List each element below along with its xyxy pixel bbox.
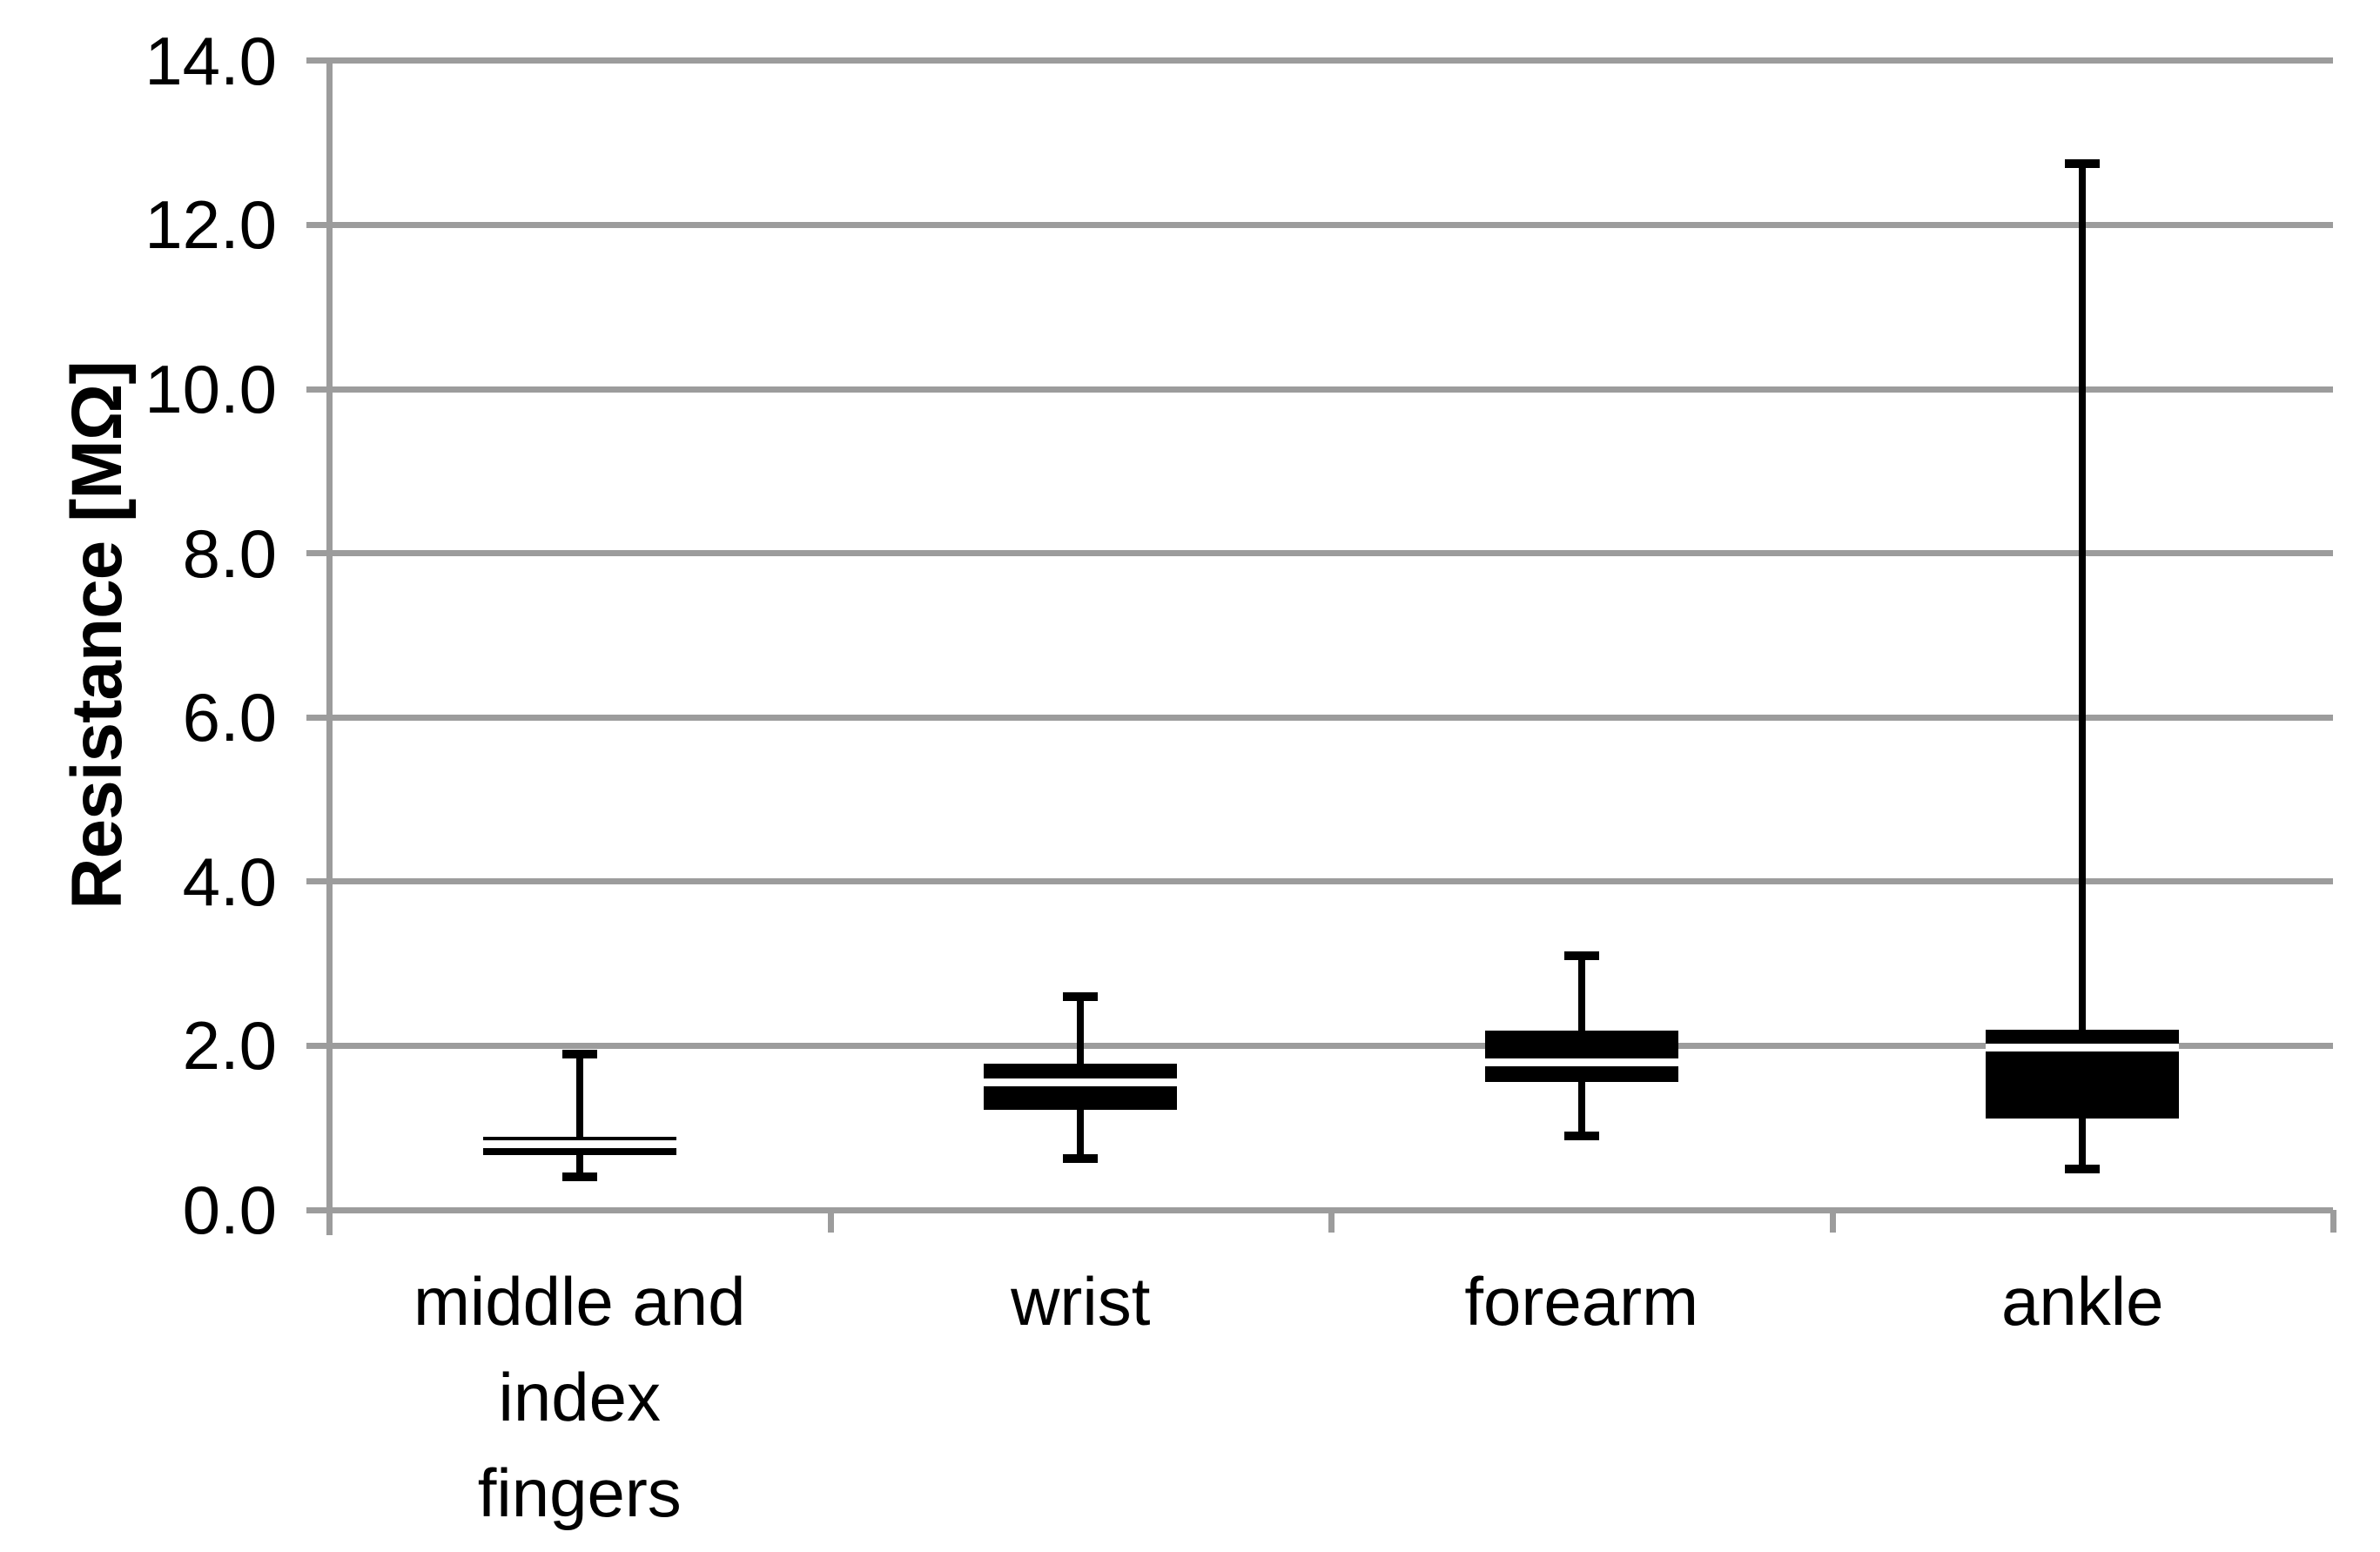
x-category-label-ankle: ankle [1832,1253,2334,1349]
whisker-cap-low-wrist [1063,1153,1099,1163]
whisker-cap-high-middle-and-index-fingers [561,1049,597,1058]
y-tick-mark-14.0 [306,57,329,64]
x-category-label-forearm: forearm [1331,1253,1832,1349]
x-tick-mark-2 [1328,1210,1335,1233]
y-tick-mark-4.0 [306,878,329,885]
y-tick-mark-2.0 [306,1042,329,1049]
median-line-forearm [1484,1058,1678,1066]
x-category-label-line: forearm [1464,1263,1699,1340]
whisker-cap-high-forearm [1563,951,1599,960]
y-tick-label-2.0: 2.0 [182,1007,277,1085]
x-category-label-wrist: wrist [830,1253,1332,1349]
y-tick-mark-12.0 [306,221,329,228]
gridline-y-2.0 [329,1042,2333,1049]
box-forearm [1484,1031,1678,1082]
gridline-y-14.0 [329,57,2333,64]
x-category-label-line: fingers [477,1455,682,1531]
median-line-middle-and-index-fingers [482,1140,676,1149]
gridline-y-10.0 [329,386,2333,393]
y-tick-label-10.0: 10.0 [145,351,277,427]
whisker-cap-high-wrist [1063,991,1099,1001]
x-category-label-line: index [498,1359,661,1435]
whisker-cap-low-middle-and-index-fingers [561,1172,597,1182]
x-tick-mark-3 [1829,1210,1836,1233]
y-tick-label-4.0: 4.0 [182,843,277,920]
y-tick-label-12.0: 12.0 [145,186,277,264]
whisker-line-middle-and-index-fingers [575,1053,583,1178]
whisker-line-ankle [2079,163,2087,1169]
y-tick-mark-0.0 [306,1206,329,1213]
x-category-label-line: wrist [1011,1263,1151,1340]
y-tick-mark-8.0 [306,550,329,557]
x-tick-mark-4 [2330,1210,2336,1233]
y-tick-mark-10.0 [306,386,329,393]
x-category-label-line: ankle [2001,1263,2164,1340]
x-tick-mark-1 [827,1210,834,1233]
median-line-wrist [984,1078,1178,1087]
y-tick-label-14.0: 14.0 [145,22,277,99]
gridline-y-12.0 [329,221,2333,228]
box-wrist [984,1064,1178,1110]
x-category-label-line: middle and [413,1263,746,1340]
gridline-y-4.0 [329,878,2333,885]
median-line-ankle [1986,1043,2180,1051]
y-tick-label-6.0: 6.0 [182,679,277,756]
gridline-y-8.0 [329,550,2333,557]
whisker-cap-low-ankle [2065,1164,2101,1173]
y-tick-mark-6.0 [306,714,329,721]
y-tick-label-8.0: 8.0 [182,514,277,592]
whisker-cap-low-forearm [1563,1132,1599,1141]
x-category-label-middle-and-index-fingers: middle and index fingers [329,1253,830,1541]
y-axis-line [326,57,333,1236]
whisker-cap-high-ankle [2065,158,2101,168]
gridline-y-6.0 [329,714,2333,721]
y-axis-title: Resistance [MΩ] [57,361,137,910]
y-tick-label-0.0: 0.0 [182,1172,277,1248]
